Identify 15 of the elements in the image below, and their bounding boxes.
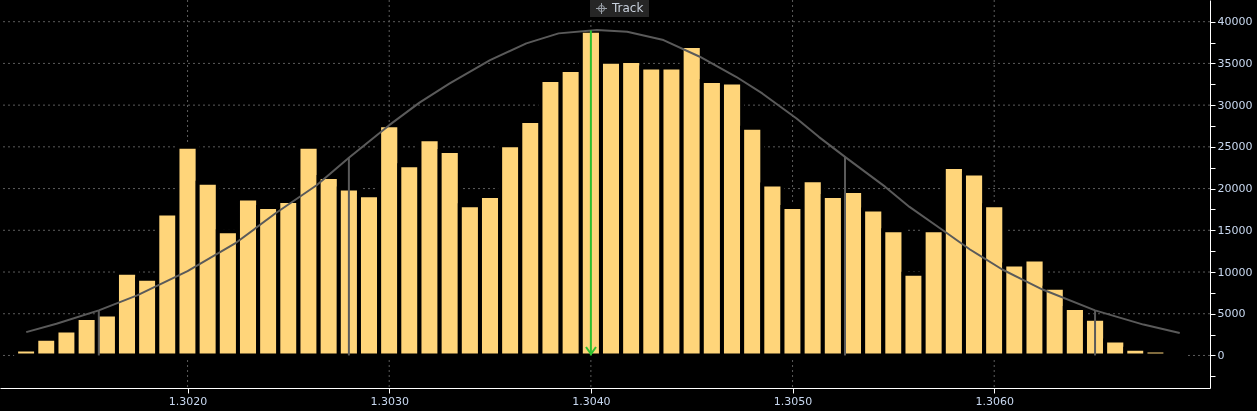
x-tick-label: 1.3060 xyxy=(975,394,1014,408)
y-tick-label: 35000 xyxy=(1217,56,1253,70)
x-tick-label: 1.3050 xyxy=(773,394,813,408)
annotation: Track xyxy=(612,0,644,17)
y-tick-label: 15000 xyxy=(1217,223,1253,237)
y-tick-label: 40000 xyxy=(1217,15,1253,29)
y-tick-label: 25000 xyxy=(1217,140,1253,154)
x-tick-label: 1.3020 xyxy=(168,394,208,408)
y-tick-label: 30000 xyxy=(1217,98,1253,112)
y-tick-label: 20000 xyxy=(1217,182,1253,196)
y-tick-label: 0 xyxy=(1217,348,1225,362)
x-tick-label: 1.3040 xyxy=(572,394,611,408)
y-tick-label: 10000 xyxy=(1217,265,1253,279)
x-tick-label: 1.3030 xyxy=(370,394,409,408)
y-tick-label: 5000 xyxy=(1217,307,1246,321)
